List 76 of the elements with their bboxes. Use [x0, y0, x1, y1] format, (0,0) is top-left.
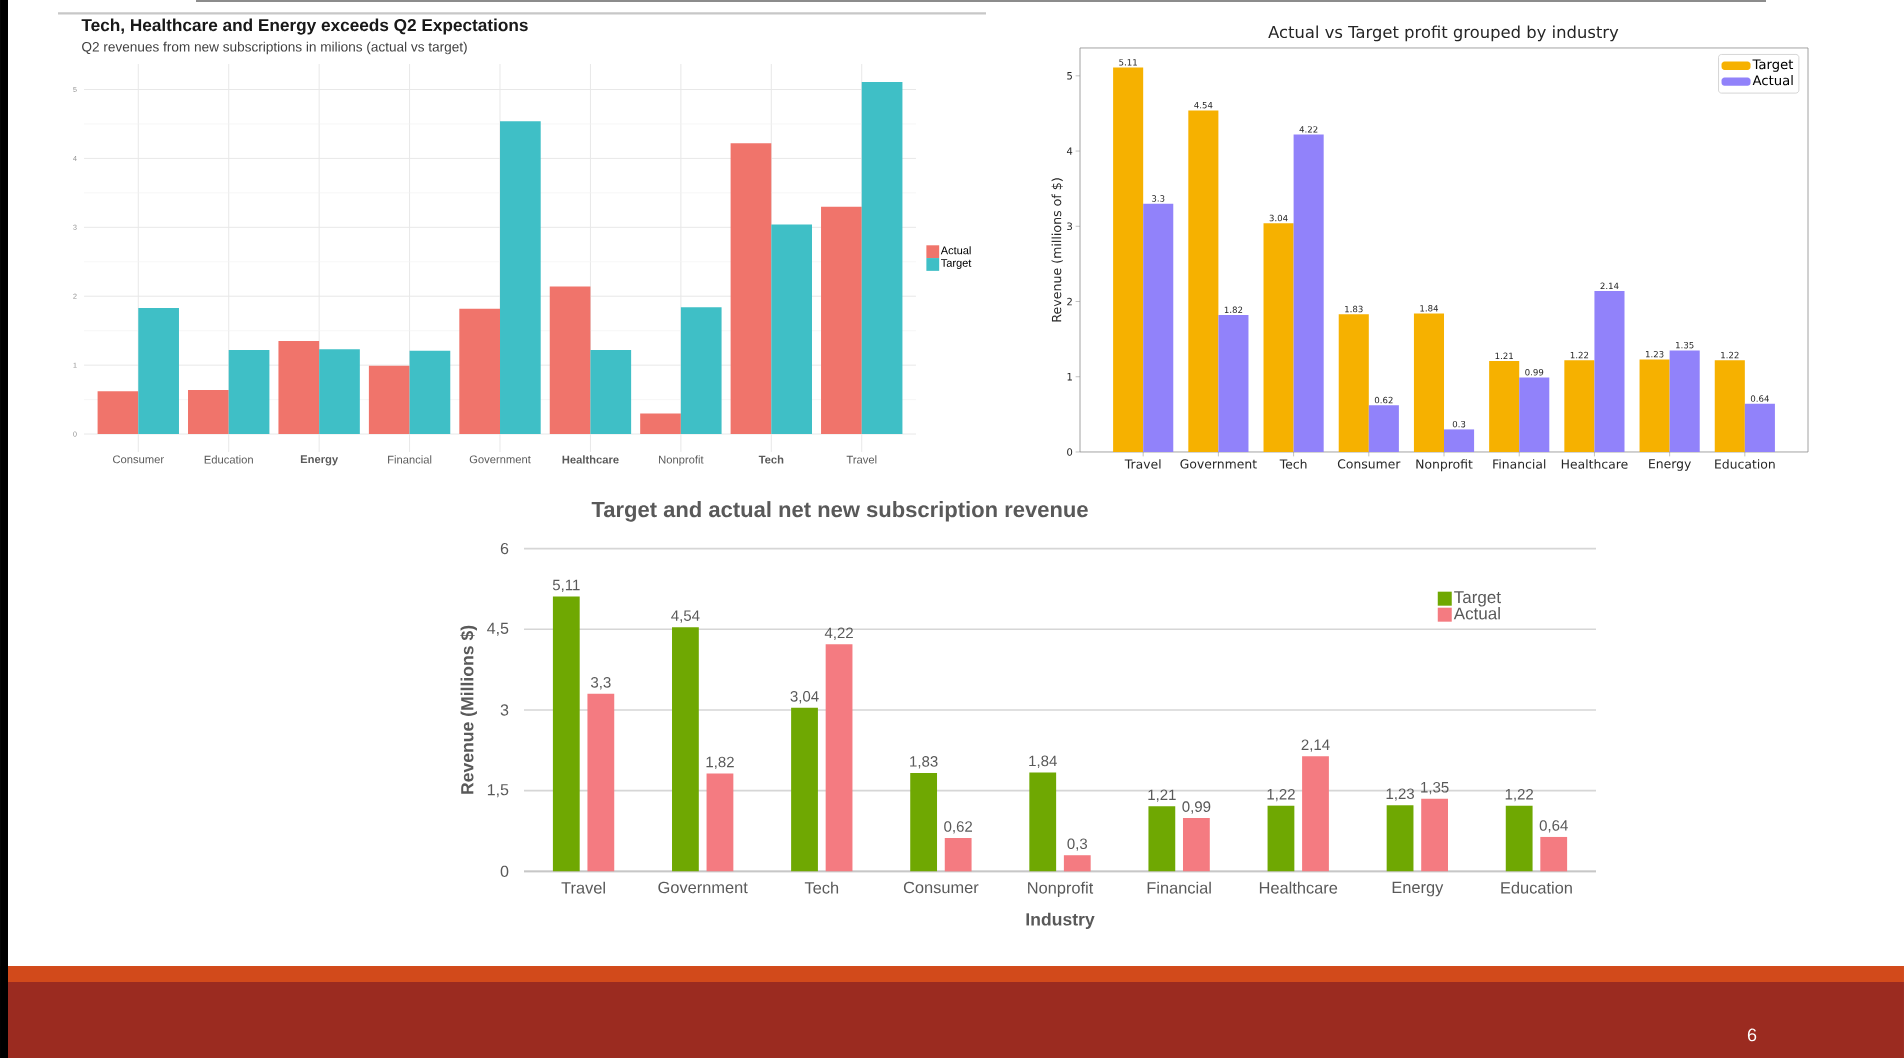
bar	[910, 772, 938, 872]
bar	[500, 121, 541, 435]
bar	[1143, 203, 1174, 452]
bar	[549, 286, 591, 435]
bar	[138, 307, 179, 435]
bar	[825, 644, 853, 872]
legend-label: Target	[1454, 591, 1501, 607]
bar	[1182, 818, 1210, 872]
x-tick-label: Nonprofit	[1028, 881, 1094, 897]
bar	[1267, 805, 1295, 872]
bar	[459, 308, 501, 435]
bar	[680, 307, 722, 435]
bar	[1505, 805, 1533, 872]
y-axis-title: Revenue (Millions $)	[460, 625, 477, 794]
bar	[409, 350, 451, 435]
bar	[97, 391, 139, 435]
x-tick-label: Government	[658, 881, 748, 894]
bar	[944, 838, 972, 872]
bar	[590, 349, 632, 435]
bar	[1188, 110, 1219, 452]
x-tick-label: Financial	[1147, 881, 1211, 894]
bar	[1218, 315, 1249, 452]
bar	[1368, 405, 1399, 452]
bar	[861, 81, 903, 435]
bar	[1338, 314, 1369, 452]
x-tick-label: Tech	[804, 881, 839, 894]
y-tick-label: 0	[500, 865, 509, 878]
bar	[1639, 359, 1670, 452]
bar	[1540, 836, 1568, 872]
bar	[1063, 855, 1091, 872]
x-tick-label: Consumer	[903, 881, 979, 894]
bar	[706, 773, 734, 872]
y-tick-label: 6	[500, 542, 509, 555]
x-tick-label: Healthcare	[1259, 881, 1338, 894]
bar	[1489, 360, 1520, 452]
y-tick-label: 3	[500, 704, 509, 716]
bar	[1263, 223, 1294, 452]
bar	[791, 707, 818, 872]
bar	[1113, 67, 1144, 452]
bar	[1594, 290, 1625, 452]
bar	[1669, 350, 1700, 452]
bar	[228, 349, 270, 435]
chart-title: Actual vs Target profit grouped by industry	[1268, 25, 1619, 42]
bar	[672, 627, 699, 872]
y-tick-label: 1,5	[487, 784, 509, 798]
bar	[1444, 429, 1475, 452]
chart-title: Tech, Healthcare and Energy exceeds Q2 Expectations	[81, 18, 528, 35]
bar	[771, 224, 812, 435]
bar	[1413, 313, 1445, 452]
y-tick-label: 4,5	[487, 622, 509, 636]
bar	[1293, 134, 1324, 452]
bar	[368, 365, 410, 435]
bar	[1421, 798, 1448, 872]
bar	[821, 206, 862, 435]
x-tick-label: Energy	[1392, 881, 1444, 897]
bar	[587, 693, 615, 872]
bar	[1148, 806, 1176, 872]
legend-label: Actual	[1453, 607, 1500, 620]
x-axis-title: Industry	[1026, 912, 1095, 930]
x-tick-label: Education	[1501, 881, 1572, 894]
bar	[319, 349, 360, 435]
bar	[552, 596, 580, 872]
bar	[640, 413, 681, 435]
bar	[1564, 360, 1595, 452]
bar	[1029, 772, 1057, 872]
bar	[1386, 805, 1414, 872]
x-tick-label: Travel	[561, 881, 605, 894]
bar	[730, 143, 772, 435]
bar	[1714, 360, 1745, 452]
bar	[1302, 756, 1329, 872]
bar	[1519, 377, 1550, 452]
bar	[188, 389, 229, 435]
text: 6	[1747, 1028, 1757, 1042]
chart-title: Target and actual net new subscription revenue	[591, 501, 1088, 522]
bar	[278, 341, 320, 435]
bar	[1744, 403, 1775, 452]
